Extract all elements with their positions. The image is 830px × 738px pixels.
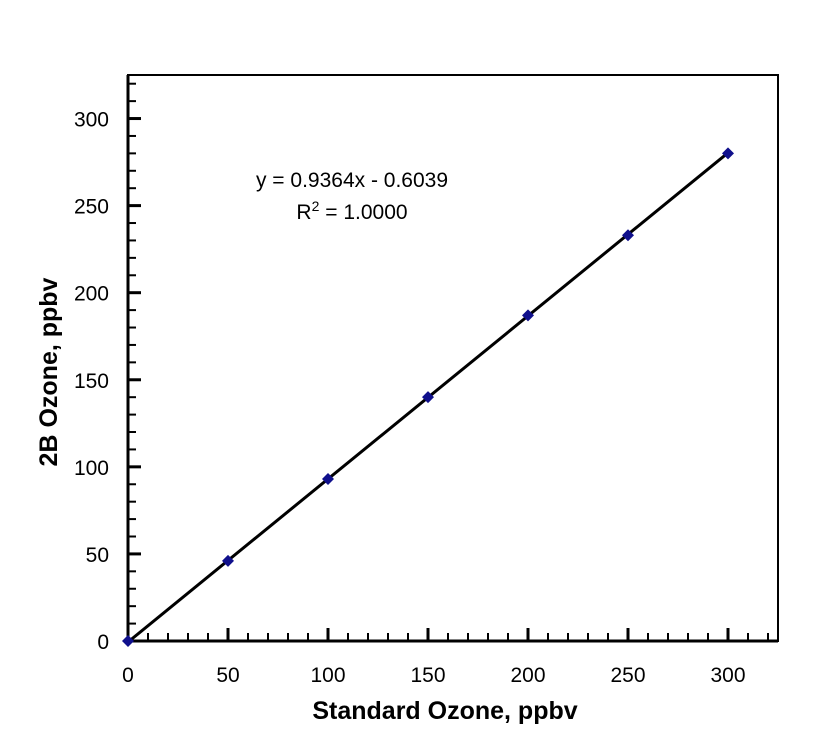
r2-rest: = 1.0000 <box>319 201 407 224</box>
data-point-marker <box>122 635 134 647</box>
data-point-marker <box>422 391 434 404</box>
r2-base: R <box>296 201 311 224</box>
x-tick-label: 50 <box>216 664 239 687</box>
r2-superscript: 2 <box>312 198 320 214</box>
data-point-marker <box>322 473 334 486</box>
y-tick-label: 150 <box>74 370 109 393</box>
x-tick-label: 100 <box>310 664 345 687</box>
y-tick-label: 250 <box>74 196 109 219</box>
data-point-marker <box>722 147 734 160</box>
r-squared-label: R2 = 1.0000 <box>296 198 407 224</box>
chart-render-layer: 0 50 100 150 200 250 300 0 50 100 150 200 250 300 <box>74 74 779 687</box>
data-point-marker <box>522 309 534 322</box>
y-tick-label: 0 <box>97 631 109 654</box>
data-point-marker <box>622 229 634 242</box>
data-point-marker <box>222 554 234 567</box>
y-tick-label: 50 <box>86 544 109 567</box>
x-tick-label: 0 <box>122 664 134 687</box>
plot-frame <box>127 74 779 642</box>
y-tick-label: 300 <box>74 109 109 132</box>
x-tick-label: 300 <box>710 664 745 687</box>
x-tick-label: 250 <box>610 664 645 687</box>
x-tick-label: 200 <box>510 664 545 687</box>
trendline-equation-label: y = 0.9364x - 0.6039 <box>256 169 448 192</box>
y-tick-label: 100 <box>74 457 109 480</box>
x-tick-label: 150 <box>410 664 445 687</box>
y-axis-title: 2B Ozone, ppbv <box>35 277 63 466</box>
x-axis-title: Standard Ozone, ppbv <box>312 697 577 725</box>
y-tick-label: 200 <box>74 283 109 306</box>
